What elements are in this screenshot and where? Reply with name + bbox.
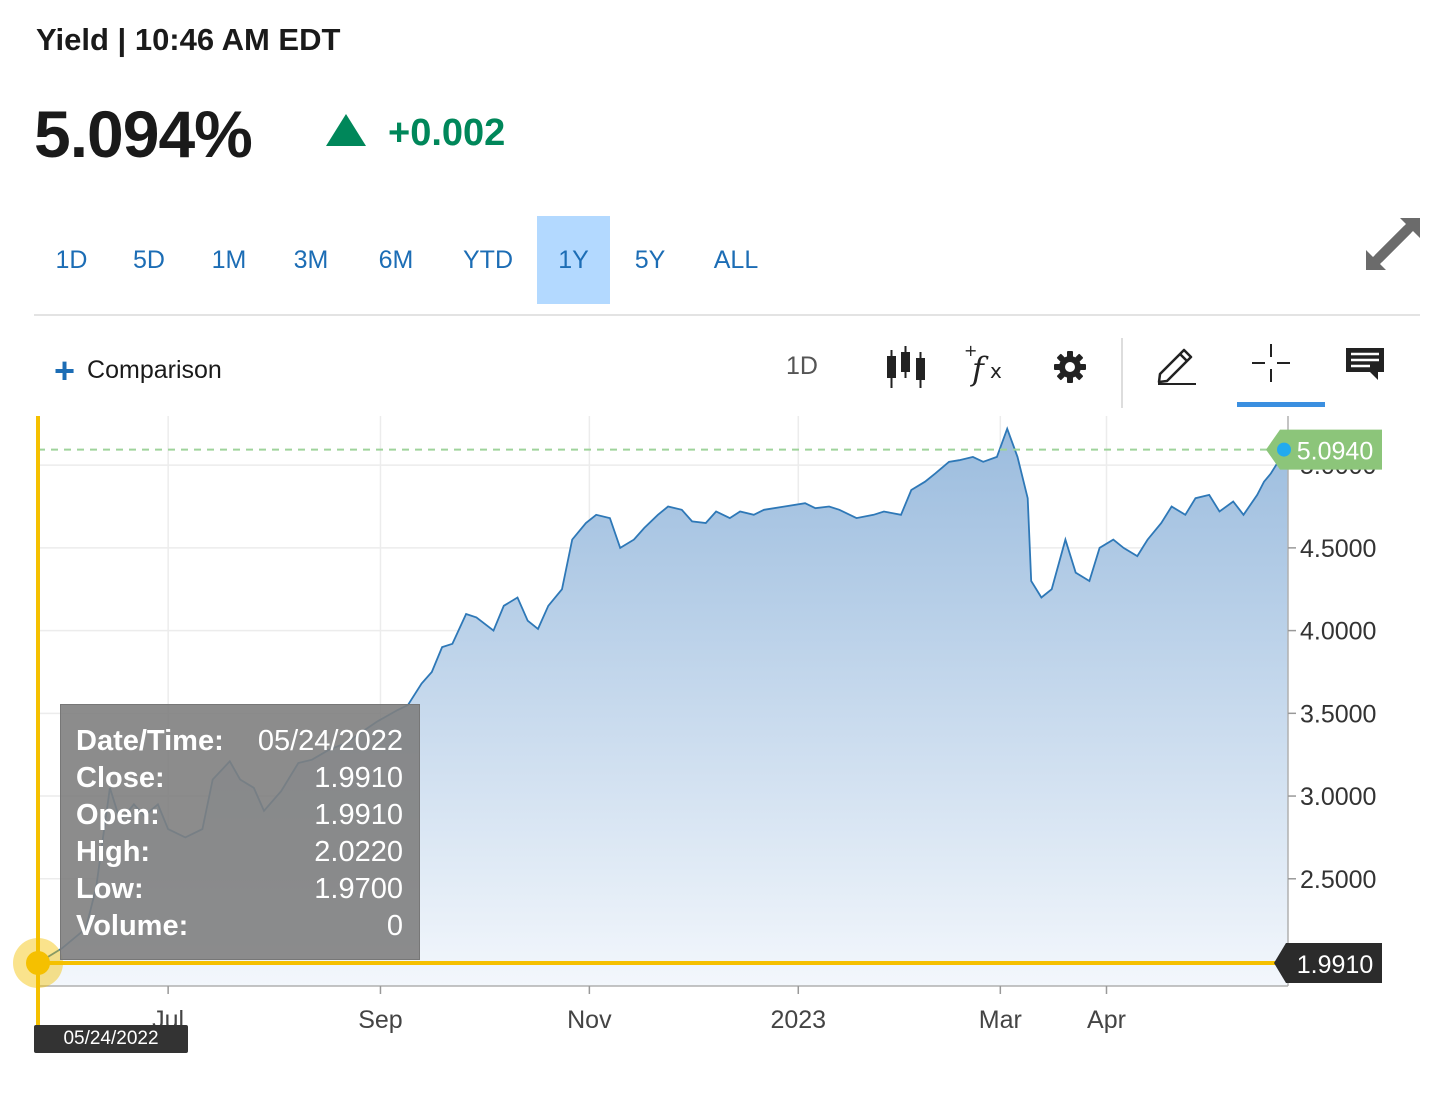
svg-text:x: x (990, 359, 1002, 383)
last-value-badge-bg (1266, 429, 1382, 470)
plus-icon: + (54, 349, 76, 391)
tooltip-row-close: Close: 1.9910 (76, 762, 403, 794)
data-tooltip: Date/Time: 05/24/2022 Close: 1.9910 Open: 1… (60, 704, 420, 960)
candlestick-icon[interactable] (882, 344, 930, 388)
up-arrow-icon (326, 114, 366, 146)
range-all[interactable]: ALL (713, 245, 759, 274)
x-tick-label: Nov (567, 1006, 612, 1034)
x-tick-label: Mar (979, 1006, 1022, 1034)
tooltip-row-open: Open: 1.9910 (76, 799, 403, 831)
gear-icon[interactable] (1052, 349, 1088, 385)
toolbar-separator (1121, 338, 1123, 408)
range-1m[interactable]: 1M (211, 245, 247, 274)
x-tick-label: Apr (1087, 1006, 1126, 1034)
crosshair-icon[interactable] (1250, 342, 1292, 384)
range-1d[interactable]: 1D (55, 245, 88, 274)
range-5d[interactable]: 5D (133, 245, 165, 274)
crosshair: 1.9910 (13, 416, 1382, 1030)
interval-button[interactable]: 1D (786, 352, 818, 380)
divider (34, 314, 1420, 316)
current-price: 5.094% (34, 97, 253, 171)
crosshair-point (26, 951, 50, 975)
y-tick-label: 2.5000 (1300, 866, 1376, 894)
last-value-dot (1277, 442, 1291, 457)
svg-text:+: + (964, 342, 977, 360)
crosshair-active-indicator (1237, 402, 1325, 407)
x-tick-label: 2023 (770, 1006, 826, 1034)
y-tick-label: 4.5000 (1300, 535, 1376, 563)
range-3m[interactable]: 3M (293, 245, 329, 274)
range-6m[interactable]: 6M (378, 245, 414, 274)
comparison-button[interactable]: + Comparison (54, 349, 222, 391)
crosshair-value-label: 1.9910 (1297, 951, 1373, 979)
pencil-icon[interactable] (1154, 340, 1200, 386)
comment-icon[interactable] (1344, 346, 1386, 382)
expand-icon[interactable] (1364, 216, 1422, 272)
tooltip-row-volume: Volume: 0 (76, 910, 403, 942)
range-ytd[interactable]: YTD (463, 245, 513, 274)
quote-header: Yield | 10:46 AM EDT (36, 22, 341, 57)
last-value-badge: 5.0940 (1266, 429, 1382, 470)
y-tick-label: 4.0000 (1300, 618, 1376, 646)
x-tick-label: Sep (358, 1006, 402, 1034)
range-5y[interactable]: 5Y (634, 245, 666, 274)
last-value-label: 5.0940 (1297, 438, 1373, 466)
y-tick-label: 3.0000 (1300, 783, 1376, 811)
y-tick-label: 3.5000 (1300, 700, 1376, 728)
crosshair-date-label: 05/24/2022 (34, 1025, 188, 1053)
comparison-label: Comparison (87, 356, 222, 384)
range-1y[interactable]: 1Y (537, 216, 610, 304)
range-selector: 1D 5D 1M 3M 6M YTD 1Y 5Y ALL (34, 216, 782, 304)
tooltip-row-datetime: Date/Time: 05/24/2022 (76, 725, 403, 757)
crosshair-value-badge (1274, 943, 1382, 983)
price-change: +0.002 (388, 112, 506, 154)
indicator-fx-icon[interactable]: + f x (962, 342, 1010, 390)
tooltip-row-low: Low: 1.9700 (76, 873, 403, 905)
tooltip-row-high: High: 2.0220 (76, 836, 403, 868)
